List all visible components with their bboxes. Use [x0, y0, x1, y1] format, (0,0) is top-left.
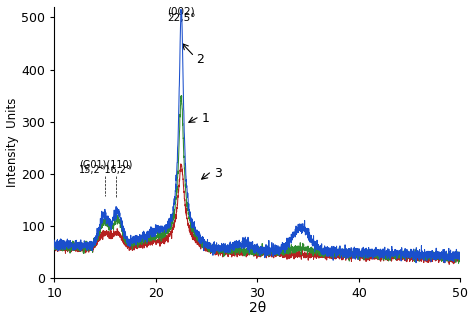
Text: 22,5°: 22,5° — [167, 13, 195, 23]
Text: 1: 1 — [201, 112, 210, 125]
Text: 2: 2 — [197, 53, 204, 65]
Text: (Ģ01)(110): (Ģ01)(110) — [79, 159, 132, 169]
Text: 15,2°16,2°: 15,2°16,2° — [79, 165, 132, 175]
Y-axis label: Intensity  Units: Intensity Units — [6, 98, 18, 187]
Text: (002): (002) — [167, 6, 195, 16]
Text: 3: 3 — [214, 167, 222, 180]
X-axis label: 2θ: 2θ — [249, 301, 266, 316]
